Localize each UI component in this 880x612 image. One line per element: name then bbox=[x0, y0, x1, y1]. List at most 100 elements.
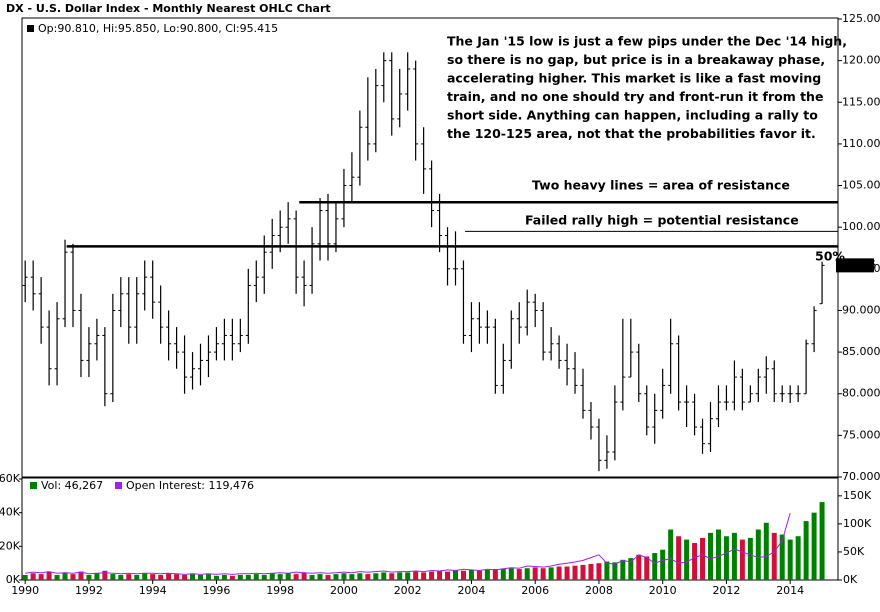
volume-bar bbox=[612, 562, 618, 580]
volume-bar bbox=[237, 574, 243, 580]
open-interest-line bbox=[25, 512, 791, 575]
y-tick-label: 110.000 bbox=[842, 137, 880, 150]
volume-bar bbox=[190, 574, 196, 580]
annotation-failed: Failed rally high = potential resistance bbox=[525, 213, 799, 228]
annotation-note: the 120-125 area, not that the probabili… bbox=[447, 126, 816, 141]
x-tick-label: 2012 bbox=[712, 584, 740, 597]
volume-bar bbox=[540, 568, 546, 580]
legend-swatch bbox=[30, 482, 37, 489]
volume-bar bbox=[78, 571, 84, 580]
volume-bar bbox=[261, 574, 267, 580]
volume-bar bbox=[421, 572, 427, 580]
volume-bar bbox=[795, 536, 801, 580]
x-tick-label: 1996 bbox=[202, 584, 230, 597]
volume-bar bbox=[221, 574, 227, 580]
volume-bar bbox=[708, 532, 713, 580]
volume-bar bbox=[46, 571, 52, 580]
volume-bar bbox=[484, 569, 490, 580]
y2-tick-label: 50K bbox=[843, 545, 865, 558]
legend-swatch bbox=[115, 482, 122, 489]
y2-tick-label: 150K bbox=[843, 489, 872, 502]
volume-bar bbox=[333, 574, 339, 580]
volume-bar bbox=[182, 574, 188, 580]
volume-bar bbox=[500, 569, 506, 580]
volume-bar bbox=[692, 542, 698, 580]
volume-bar bbox=[102, 570, 108, 580]
volume-bar bbox=[620, 559, 626, 580]
ohlc-legend: Op:90.810, Hi:95.850, Lo:90.800, Cl:95.4… bbox=[38, 22, 278, 35]
x-tick-label: 2006 bbox=[521, 584, 549, 597]
volume-bar bbox=[684, 539, 690, 580]
volume-bar bbox=[723, 536, 729, 580]
volume-bar bbox=[739, 539, 745, 580]
volume-bar bbox=[277, 574, 283, 580]
volume-bar bbox=[628, 558, 634, 580]
volume-bar bbox=[572, 565, 578, 580]
volume-bar bbox=[803, 521, 809, 580]
volume-bar bbox=[357, 573, 363, 580]
y-tick-label: 120.000 bbox=[842, 54, 880, 67]
last-price-label: 95.415 bbox=[838, 258, 877, 271]
volume-bar bbox=[365, 574, 371, 580]
volume-bar bbox=[532, 567, 538, 580]
volume-bar bbox=[30, 573, 36, 580]
volume-bar bbox=[118, 574, 124, 580]
volume-bar bbox=[126, 574, 132, 580]
volume-bar bbox=[445, 571, 451, 580]
volume-bar bbox=[819, 502, 825, 580]
volume-bar bbox=[205, 574, 211, 580]
volume-bar bbox=[508, 568, 514, 580]
volume-bar bbox=[564, 566, 570, 580]
x-tick-label: 2010 bbox=[649, 584, 677, 597]
y-tick-label: 0K bbox=[6, 573, 21, 586]
volume-bar bbox=[556, 566, 562, 580]
y-tick-label: 115.000 bbox=[842, 95, 880, 108]
y-tick-label: 80.000 bbox=[842, 387, 880, 400]
x-tick-label: 2004 bbox=[457, 584, 485, 597]
x-tick-label: 1990 bbox=[11, 584, 39, 597]
y-tick-label: 20K bbox=[0, 539, 21, 552]
legend-label: Open Interest: 119,476 bbox=[126, 479, 254, 492]
annotation-note: so there is no gap, but price is in a br… bbox=[447, 52, 825, 67]
y-tick-label: 100.000 bbox=[842, 220, 880, 233]
volume-bar bbox=[715, 529, 721, 580]
annotation-note: train, and no one should try and front-r… bbox=[447, 89, 823, 104]
x-tick-label: 1992 bbox=[75, 584, 103, 597]
annotation-note: short side. Anything can happen, includi… bbox=[447, 108, 818, 123]
volume-bar bbox=[317, 574, 323, 580]
volume-bar bbox=[437, 570, 443, 580]
volume-bar bbox=[150, 574, 156, 580]
volume-bar bbox=[429, 571, 435, 580]
volume-bar bbox=[668, 529, 674, 580]
volume-bar bbox=[245, 574, 251, 580]
x-tick-label: 2008 bbox=[585, 584, 613, 597]
annotation-heavy: Two heavy lines = area of resistance bbox=[532, 178, 790, 193]
volume-bar bbox=[787, 539, 793, 580]
volume-bar bbox=[413, 571, 419, 580]
x-tick-label: 2000 bbox=[330, 584, 358, 597]
volume-bar bbox=[110, 574, 116, 580]
volume-bar bbox=[588, 564, 594, 580]
volume-bar bbox=[373, 573, 379, 580]
volume-bar bbox=[213, 575, 219, 580]
y-tick-label: 85.000 bbox=[842, 345, 880, 358]
chart-title: DX - U.S. Dollar Index - Monthly Nearest… bbox=[6, 2, 331, 15]
volume-bar bbox=[492, 569, 498, 580]
volume-bar bbox=[516, 569, 522, 580]
volume-bar bbox=[476, 570, 482, 580]
volume-bar bbox=[86, 574, 92, 580]
volume-bar bbox=[301, 572, 307, 580]
volume-bar bbox=[134, 574, 140, 580]
y-tick-label: 75.000 bbox=[842, 428, 880, 441]
volume-bar bbox=[293, 574, 299, 580]
volume-bar bbox=[349, 574, 355, 580]
y-tick-label: 70.000 bbox=[842, 470, 880, 483]
legend-swatch bbox=[27, 25, 34, 32]
y-tick-label: 125.000 bbox=[842, 12, 880, 25]
x-tick-label: 2002 bbox=[394, 584, 422, 597]
volume-bar bbox=[70, 574, 76, 580]
volume-bar bbox=[389, 573, 395, 580]
y2-tick-label: 0K bbox=[843, 573, 858, 586]
x-tick-label: 1994 bbox=[139, 584, 167, 597]
